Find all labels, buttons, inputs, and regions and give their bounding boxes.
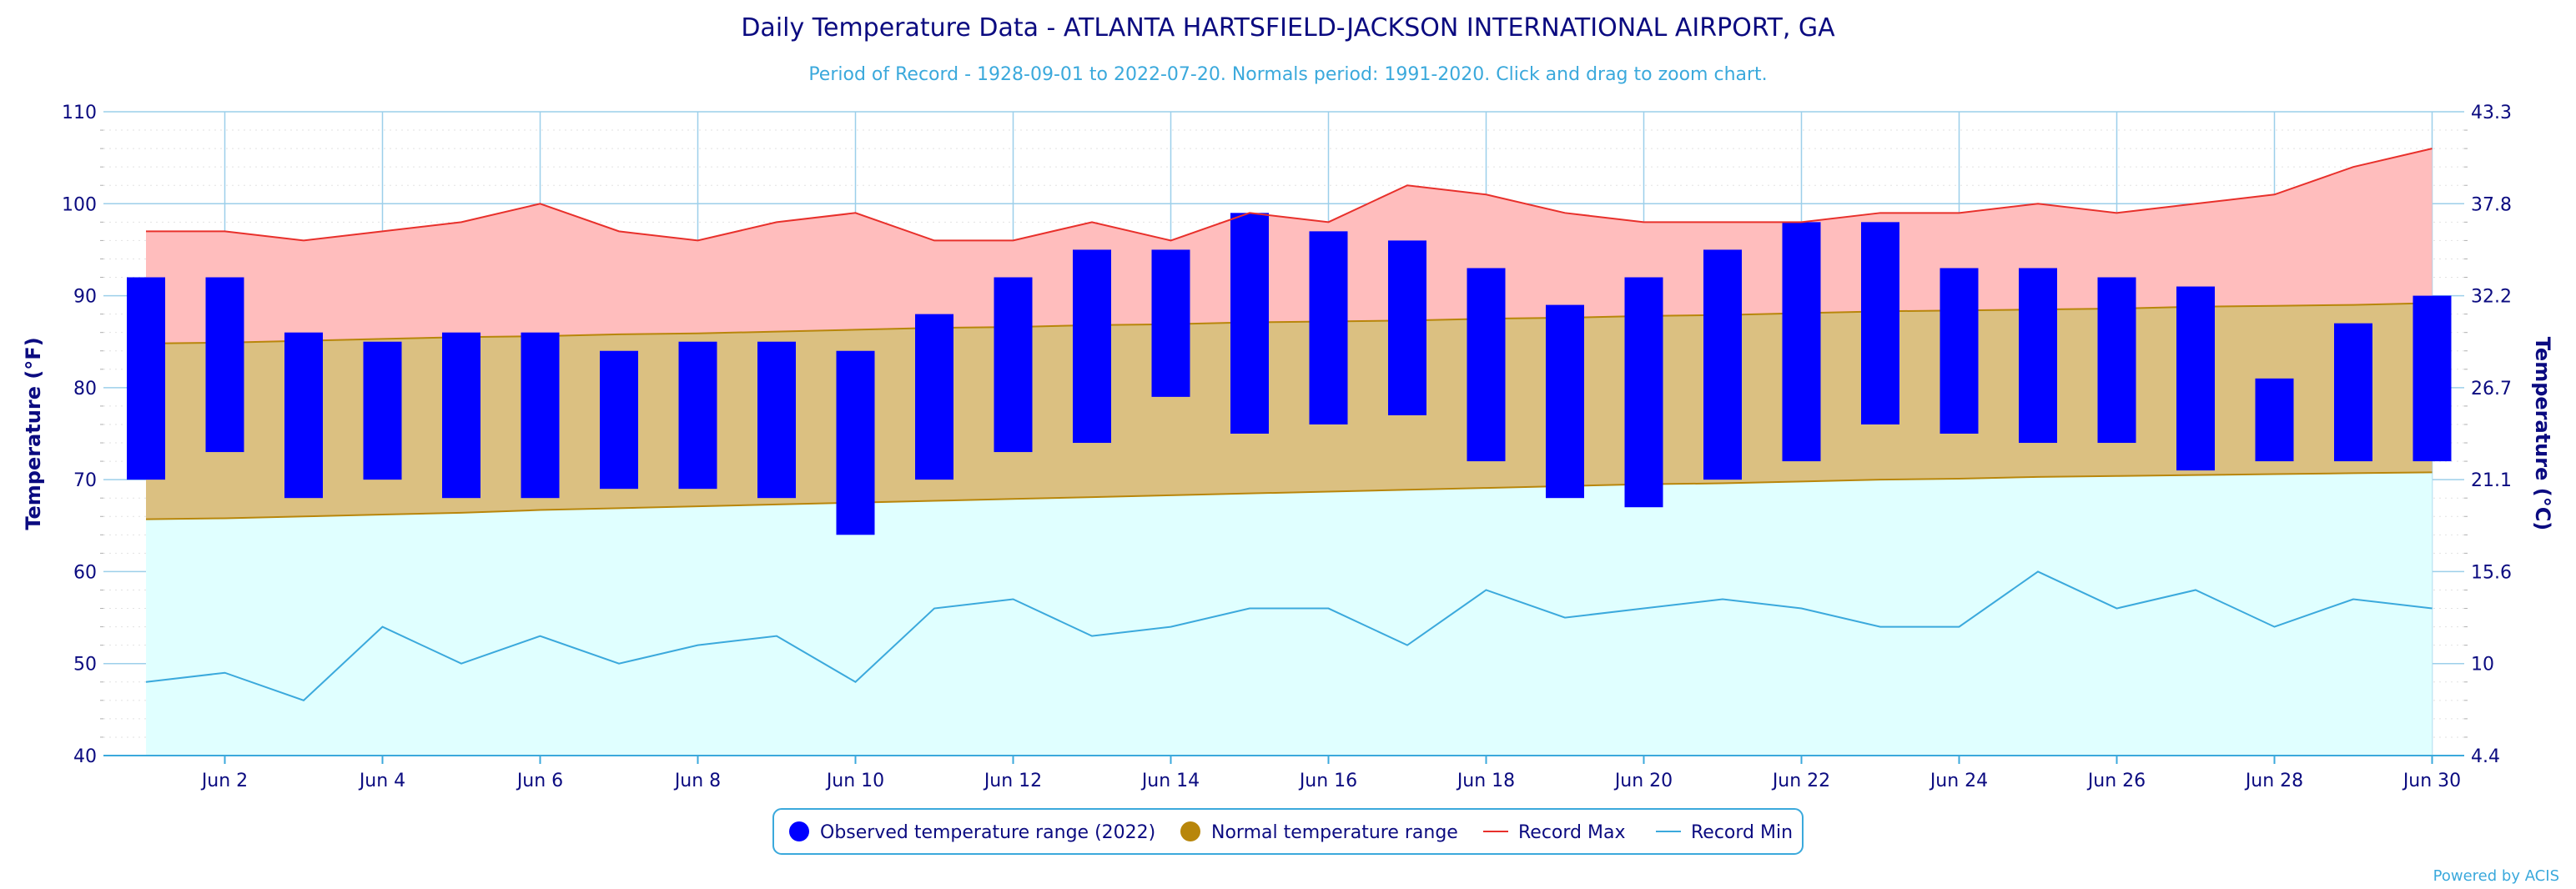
x-tick-label: Jun 30 [2402, 771, 2461, 791]
observed-bar[interactable] [442, 332, 480, 499]
range-areas [145, 148, 2433, 756]
x-tick-label: Jun 24 [1929, 771, 1988, 791]
y-tick-left: 80 [73, 379, 97, 399]
observed-bar[interactable] [205, 277, 244, 453]
legend: Observed temperature range (2022) Normal… [772, 808, 1804, 855]
observed-bar[interactable] [2097, 277, 2136, 444]
observed-bar[interactable] [2412, 295, 2452, 462]
x-tick-label: Jun 26 [2086, 771, 2146, 791]
observed-bar[interactable] [915, 314, 953, 480]
observed-bar[interactable] [994, 277, 1033, 453]
observed-bar[interactable] [1546, 304, 1584, 499]
x-tick-label: Jun 4 [358, 771, 405, 791]
below-record-min-area [146, 571, 2433, 756]
y-tick-right: 10 [2471, 655, 2494, 676]
y-tick-right: 15.6 [2471, 562, 2512, 583]
observed-bar[interactable] [284, 332, 323, 499]
record-max-line [146, 148, 2433, 242]
y-tick-right: 43.3 [2471, 103, 2512, 123]
legend-record-min-label[interactable]: Record Min [1691, 822, 1793, 843]
legend-box [772, 808, 1804, 855]
record-lines [145, 148, 2433, 701]
x-tick-label: Jun 22 [1771, 771, 1830, 791]
normal-low-line [145, 471, 2433, 520]
observed-bar[interactable] [127, 277, 165, 480]
observed-bar[interactable] [1309, 231, 1348, 424]
y-tick-right: 4.4 [2471, 746, 2500, 767]
legend-normal-label[interactable]: Normal temperature range [1211, 822, 1458, 843]
y-tick-left: 70 [73, 470, 97, 491]
observed-bar[interactable] [1073, 249, 1111, 444]
legend-record-max-label[interactable]: Record Max [1518, 822, 1626, 843]
observed-bars[interactable] [127, 213, 2452, 535]
observed-bar[interactable] [678, 341, 717, 490]
y-tick-left: 50 [73, 655, 97, 676]
y-tick-left: 110 [62, 103, 97, 123]
y-axis-left-title: Temperature (°F) [22, 337, 45, 530]
x-tick-label: Jun 20 [1613, 771, 1673, 791]
x-tick-label: Jun 16 [1298, 771, 1357, 791]
observed-bar[interactable] [521, 332, 560, 499]
observed-bar[interactable] [1388, 240, 1426, 415]
y-tick-right: 26.7 [2471, 379, 2512, 399]
observed-bar[interactable] [1782, 222, 1821, 462]
y-tick-right: 37.8 [2471, 194, 2512, 215]
chart-title: Daily Temperature Data - ATLANTA HARTSFI… [741, 13, 1835, 43]
observed-bar[interactable] [363, 341, 402, 480]
chart-subtitle: Period of Record - 1928-09-01 to 2022-07… [808, 64, 1767, 85]
x-tick-label: Jun 6 [516, 771, 563, 791]
observed-bar[interactable] [1861, 222, 1899, 424]
x-tick-label: Jun 12 [983, 771, 1042, 791]
observed-bar[interactable] [836, 350, 875, 535]
y-tick-left: 100 [62, 194, 97, 215]
observed-bar[interactable] [600, 350, 638, 490]
observed-bar[interactable] [2255, 378, 2294, 462]
observed-bar[interactable] [757, 341, 796, 499]
y-tick-left: 90 [73, 287, 97, 308]
x-tick-label: Jun 28 [2244, 771, 2303, 791]
observed-bar[interactable] [2334, 323, 2372, 462]
legend-normal-marker [1180, 821, 1200, 841]
y-tick-left: 60 [73, 562, 97, 583]
axes: 40 50 60 70 80 90 100 110 4.4 10 15.6 21.1 26.7 32.2 3… [62, 103, 2512, 791]
record-min-line [145, 570, 2433, 701]
observed-bar[interactable] [2019, 268, 2057, 444]
y-tick-right: 21.1 [2471, 470, 2512, 491]
observed-bar[interactable] [1940, 268, 1979, 434]
y-axis-right-title: Temperature (°C) [2531, 337, 2554, 531]
x-tick-label: Jun 18 [1456, 771, 1515, 791]
observed-bar[interactable] [1703, 249, 1742, 480]
observed-bar[interactable] [1230, 213, 1269, 434]
observed-bar[interactable] [1624, 277, 1663, 508]
credit-link[interactable]: Powered by ACIS [2433, 867, 2559, 885]
x-tick-label: Jun 14 [1140, 771, 1200, 791]
legend-observed-marker [789, 821, 809, 841]
x-tick-label: Jun 10 [825, 771, 884, 791]
observed-bar[interactable] [1467, 268, 1506, 462]
x-tick-label: Jun 8 [673, 771, 721, 791]
observed-bar[interactable] [2176, 286, 2215, 471]
x-tick-label: Jun 2 [200, 771, 248, 791]
legend-observed-label[interactable]: Observed temperature range (2022) [820, 822, 1155, 843]
observed-bar[interactable] [1151, 249, 1190, 397]
y-tick-right: 32.2 [2471, 287, 2512, 308]
y-tick-left: 40 [73, 746, 97, 767]
normal-range-area [146, 303, 2433, 520]
